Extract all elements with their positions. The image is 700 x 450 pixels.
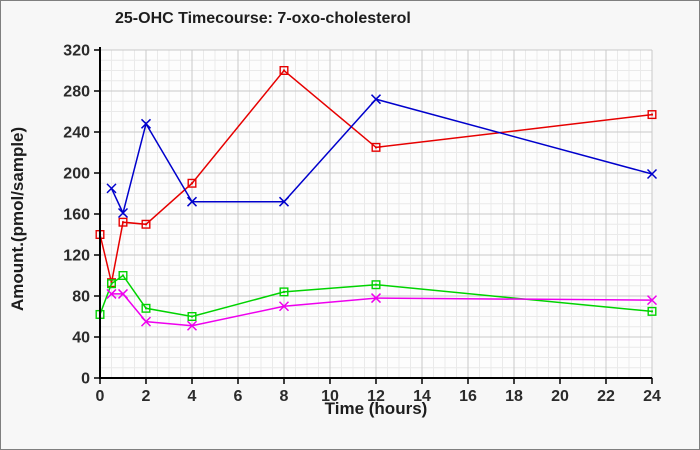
marker-green-squares: [647, 306, 657, 316]
marker-magenta-x: [646, 295, 658, 306]
marker-red-squares: [141, 219, 151, 229]
y-tick-label: 0: [81, 371, 90, 388]
marker-dot-red-squares: [145, 223, 147, 226]
marker-red-squares: [279, 65, 289, 75]
x-tick-label: 8: [280, 388, 289, 405]
marker-magenta-x: [370, 293, 382, 304]
x-tick-label: 10: [321, 388, 339, 405]
marker-dot-green-squares: [191, 315, 193, 318]
x-tick-label: 2: [142, 388, 151, 405]
y-tick-label: 160: [63, 207, 90, 224]
x-tick-label: 14: [413, 388, 431, 405]
x-tick-label: 12: [367, 388, 385, 405]
marker-blue-x: [106, 183, 117, 194]
marker-dot-green-squares: [145, 307, 147, 310]
marker-dot-red-squares: [191, 182, 193, 185]
x-tick-label: 20: [551, 388, 569, 405]
marker-magenta-x: [117, 288, 129, 299]
marker-dot-green-squares: [122, 274, 124, 277]
marker-dot-red-squares: [122, 221, 124, 224]
y-tick-label: 80: [72, 289, 90, 306]
marker-magenta-x: [278, 301, 290, 312]
marker-red-squares: [118, 217, 128, 227]
x-tick-label: 22: [597, 388, 615, 405]
marker-dot-red-squares: [651, 113, 653, 116]
marker-dot-red-squares: [375, 146, 377, 149]
marker-blue-x: [278, 196, 290, 207]
marker-red-squares: [371, 142, 381, 152]
marker-green-squares: [118, 271, 128, 281]
marker-blue-x: [117, 207, 129, 219]
marker-blue-x: [646, 168, 658, 180]
x-tick-label: 4: [188, 388, 197, 405]
marker-red-squares: [647, 110, 657, 120]
marker-dot-red-squares: [283, 69, 285, 72]
marker-blue-x: [370, 94, 382, 105]
series-line-green-squares: [99, 274, 653, 318]
x-tick-label: 18: [505, 388, 523, 405]
marker-green-squares: [187, 312, 197, 322]
marker-dot-green-squares: [651, 310, 653, 313]
x-tick-label: 16: [459, 388, 477, 405]
marker-blue-x: [140, 118, 152, 129]
marker-green-squares: [106, 279, 116, 289]
marker-magenta-x: [140, 316, 152, 327]
y-tick-label: 40: [72, 330, 90, 347]
x-tick-label: 24: [643, 388, 661, 405]
chart-title: 25-OHC Timecourse: 7-oxo-cholesterol: [115, 10, 411, 27]
y-tick-label: 240: [63, 125, 90, 142]
marker-dot-green-squares: [110, 282, 113, 285]
series-line-red-squares: [99, 69, 653, 283]
marker-green-squares: [141, 303, 151, 313]
x-tick-label: 0: [96, 388, 105, 405]
y-tick-label: 200: [63, 166, 90, 183]
marker-magenta-x: [106, 288, 117, 299]
marker-dot-green-squares: [375, 283, 377, 286]
y-tick-label: 280: [63, 84, 90, 101]
marker-magenta-x: [186, 320, 198, 331]
marker-blue-x: [186, 196, 198, 207]
marker-dot-red-squares: [110, 281, 113, 284]
marker-dot-green-squares: [283, 290, 285, 293]
x-tick-label: 6: [234, 388, 243, 405]
marker-green-squares: [279, 287, 289, 297]
x-axis-label: Time (hours): [324, 399, 428, 418]
y-tick-label: 320: [63, 43, 90, 60]
marker-red-squares: [187, 178, 197, 188]
marker-green-squares: [371, 280, 381, 290]
y-tick-label: 120: [63, 248, 90, 265]
